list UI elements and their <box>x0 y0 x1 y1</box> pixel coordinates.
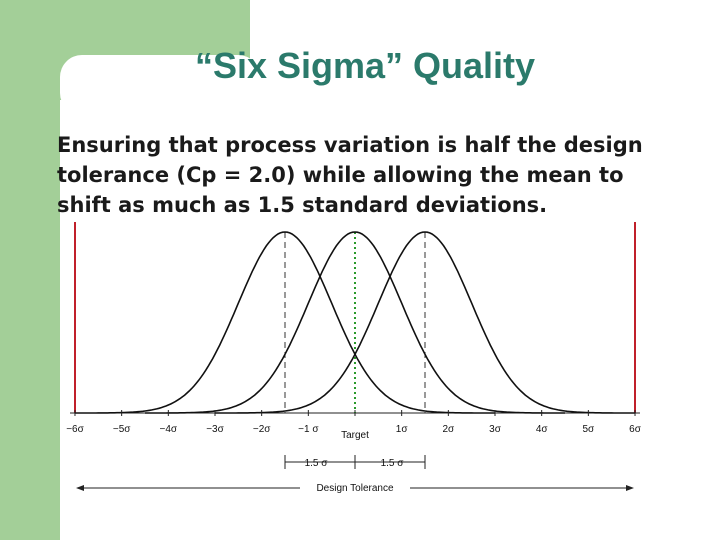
body-line: shift as much as 1.5 standard deviations… <box>57 193 547 217</box>
tick-label: 1σ <box>396 424 409 435</box>
body-line: tolerance (Cp = 2.0) while allowing the … <box>57 163 624 187</box>
shift-label: 1.5 σ <box>381 458 405 469</box>
normal-curve <box>215 231 635 414</box>
normal-curve <box>75 231 495 414</box>
tick-label: −3σ <box>206 424 224 435</box>
tick-label: 4σ <box>536 424 549 435</box>
tick-label: −1 σ <box>298 424 319 435</box>
tick-label: −6σ <box>66 424 84 435</box>
tick-label: 2σ <box>442 424 455 435</box>
tolerance-label: Design Tolerance <box>316 483 394 494</box>
tick-label: 5σ <box>582 424 595 435</box>
target-label: Target <box>341 430 369 441</box>
tick-label: 6σ <box>629 424 642 435</box>
white-corner <box>60 55 260 115</box>
green-band <box>0 0 60 540</box>
tick-label: −4σ <box>160 424 178 435</box>
tick-label: −5σ <box>113 424 131 435</box>
tick-label: −2σ <box>253 424 271 435</box>
body-line: Ensuring that process variation is half … <box>57 133 643 157</box>
slide-title: “Six Sigma” Quality <box>195 45 535 86</box>
figure: Target 1.5 σ 1.5 σ Design Tolerance −6σ −… <box>66 222 642 494</box>
tick-label: 3σ <box>489 424 502 435</box>
shift-label: 1.5 σ <box>305 458 329 469</box>
